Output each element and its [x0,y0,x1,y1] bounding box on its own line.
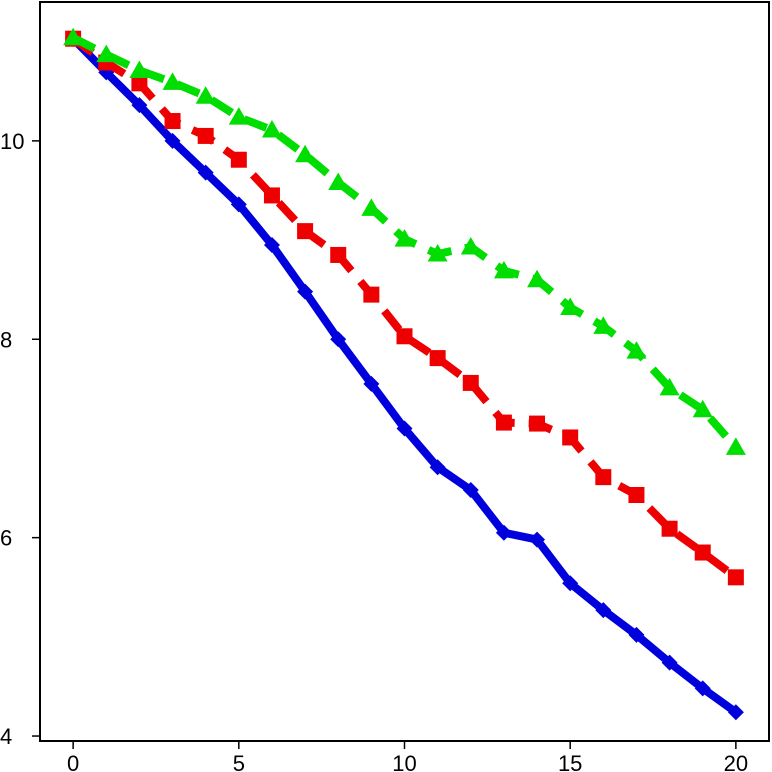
series-3-point [527,269,548,288]
series-3-point [162,72,183,90]
series-1-point [297,283,314,300]
series-3-point [560,297,581,316]
series-3-point [63,27,84,46]
series-2-point [330,246,347,263]
series-3-point [195,86,216,104]
series-2-point [628,486,645,503]
series-2-point [694,544,711,561]
series-3-point [261,119,282,138]
series-1-point [727,704,744,721]
x-tick-label: 20 [724,751,748,772]
series-2-point [363,286,380,303]
series-2-point [529,415,546,432]
series-1-point [396,420,413,437]
y-tick-label: 8 [0,327,12,352]
series-1-point [495,524,512,541]
series-2-line [70,35,739,581]
series-3-point [228,107,249,125]
series-3-point [96,44,117,63]
series-1-point [230,196,247,213]
series-3-point [725,437,746,455]
y-tick-label: 10 [0,129,24,154]
series-2-point [462,374,479,391]
x-tick-label: 0 [67,751,79,772]
series-2-point [661,520,678,537]
series-3-point [659,377,680,396]
series-1-point [164,132,181,149]
series-3-point [460,237,481,255]
series-3-point [692,399,713,418]
series-1-point [529,531,546,548]
series-1-point [628,626,645,643]
series-1-point [562,575,579,592]
series-1-point [661,654,678,671]
series-1-point [429,459,446,476]
series-2-point [595,469,612,486]
series-2-point [164,113,181,130]
series-3-point [626,341,647,359]
y-tick-label: 6 [0,526,12,551]
x-tick-label: 10 [392,751,416,772]
series-1-point [131,97,148,114]
series-3-point [295,144,316,163]
series-3-point [427,243,448,262]
series-3-point [328,172,349,191]
x-tick-label: 15 [558,751,582,772]
series-2-point [230,151,247,168]
series-2-point [131,75,148,92]
series-3-point [593,316,614,334]
series-2-point [429,350,446,367]
y-tick-label: 4 [0,724,12,749]
series-3-point [493,260,514,279]
series-1-point [197,164,214,181]
series-1-point [263,237,280,254]
series-1-point [694,680,711,697]
series-1-point [363,375,380,392]
series-1-point [462,482,479,499]
series-2-point [396,328,413,345]
plot-area [63,27,746,721]
series-3-point [361,198,382,216]
series-2-point [562,429,579,446]
series-1-point [330,331,347,348]
series-2-point [727,569,744,586]
series-2-point [263,187,280,204]
series-3-point [394,229,415,247]
series-2-point [297,223,314,240]
series-2-point [197,127,214,144]
series-2-point [495,414,512,431]
series-3-point [129,60,150,78]
x-tick-label: 5 [233,751,245,772]
series-1-point [595,602,612,619]
